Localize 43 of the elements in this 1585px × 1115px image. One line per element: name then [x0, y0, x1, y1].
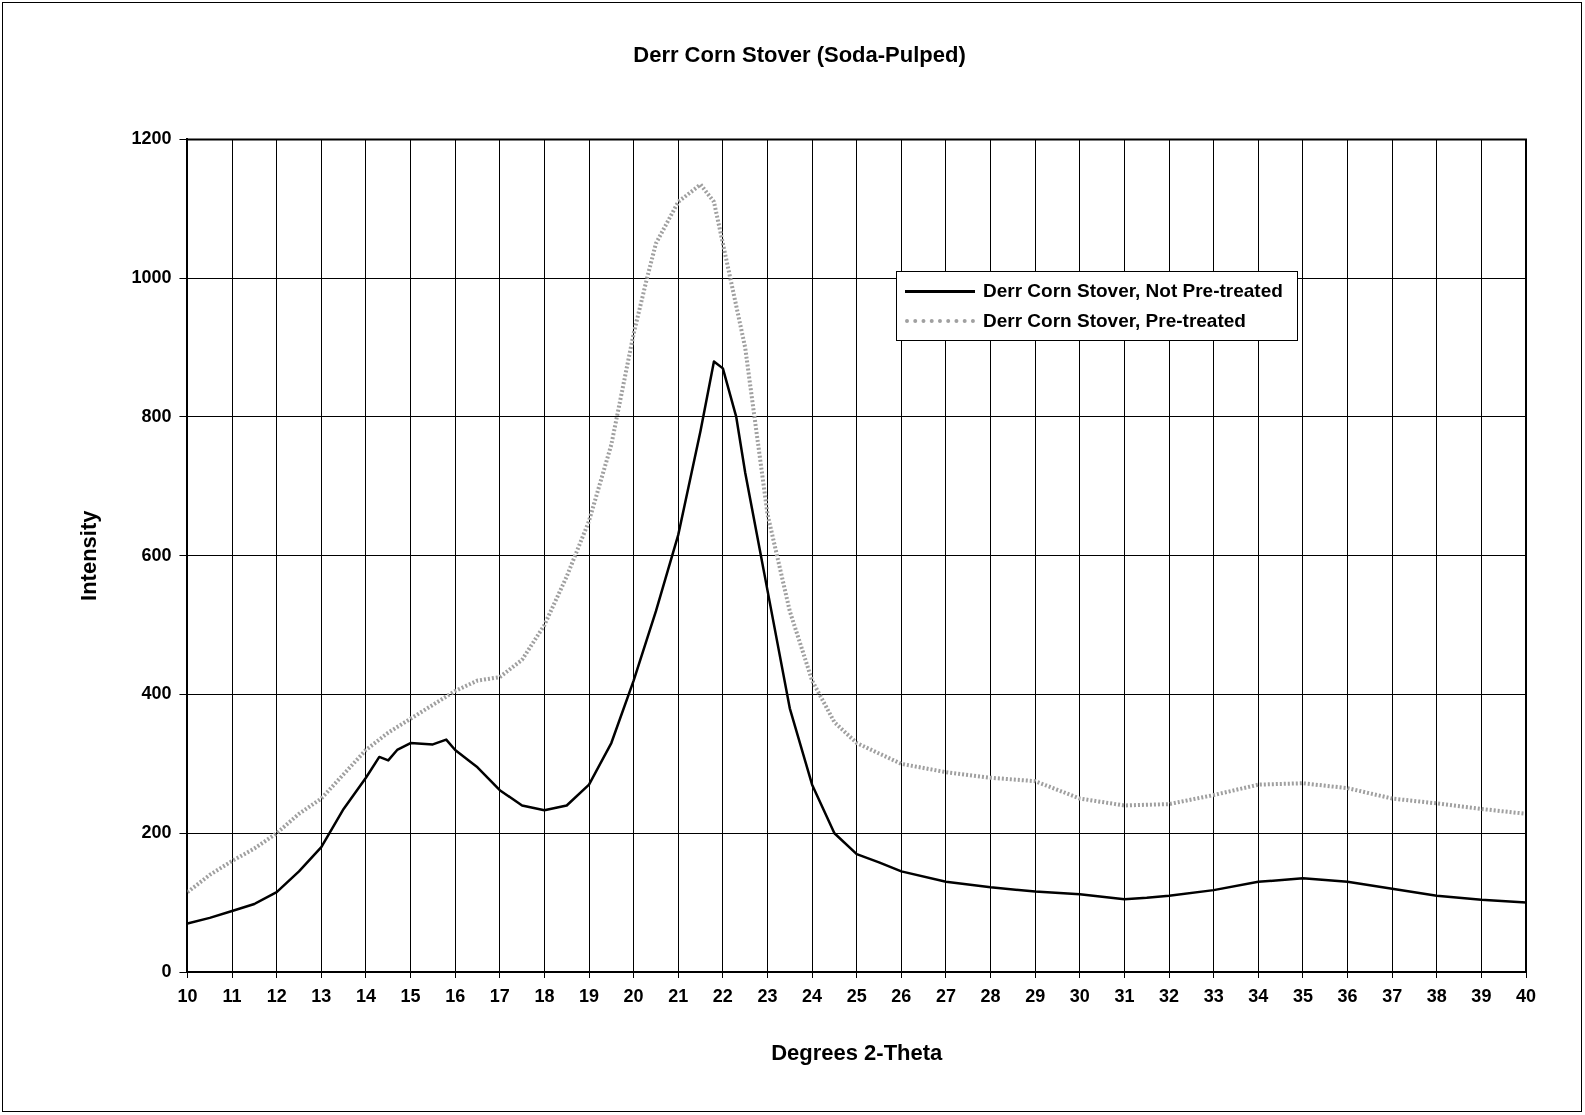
x-tick-label: 29: [1025, 985, 1046, 1006]
x-tick-label: 20: [623, 985, 644, 1006]
x-tick-label: 37: [1382, 985, 1403, 1006]
y-axis-title: Intensity: [76, 509, 102, 601]
x-tick-label: 23: [757, 985, 778, 1006]
x-tick-label: 30: [1069, 985, 1090, 1006]
x-tick-label: 13: [311, 985, 332, 1006]
x-tick-label: 28: [980, 985, 1001, 1006]
x-tick-label: 27: [935, 985, 956, 1006]
x-tick-label: 39: [1471, 985, 1492, 1006]
x-tick-label: 17: [489, 985, 510, 1006]
x-tick-label: 11: [222, 985, 242, 1006]
y-tick-label: 1000: [131, 267, 172, 288]
y-tick-label: 200: [141, 822, 172, 843]
x-tick-label: 35: [1292, 985, 1313, 1006]
x-axis-title: Degrees 2-Theta: [771, 1039, 944, 1065]
legend-label: Derr Corn Stover, Pre-treated: [983, 310, 1246, 332]
x-tick-label: 18: [534, 985, 555, 1006]
y-tick-label: 600: [141, 544, 172, 565]
x-tick-label: 22: [712, 985, 733, 1006]
x-tick-label: 40: [1515, 985, 1537, 1006]
x-tick-label: 12: [266, 985, 287, 1006]
y-tick-label: 0: [161, 960, 172, 981]
y-tick-label: 800: [141, 405, 172, 426]
x-tick-label: 10: [177, 985, 198, 1006]
x-tick-label: 31: [1114, 985, 1135, 1006]
x-tick-label: 25: [846, 985, 867, 1006]
y-tick-label: 400: [141, 683, 172, 704]
x-tick-label: 24: [802, 985, 823, 1006]
x-tick-label: 26: [891, 985, 912, 1006]
x-tick-label: 32: [1159, 985, 1180, 1006]
x-tick-label: 19: [578, 985, 600, 1006]
x-tick-label: 36: [1337, 985, 1358, 1006]
x-tick-label: 14: [355, 985, 376, 1006]
x-tick-label: 15: [400, 985, 421, 1006]
x-tick-label: 33: [1203, 985, 1224, 1006]
chart-title: Derr Corn Stover (Soda-Pulped): [633, 42, 966, 68]
legend-label: Derr Corn Stover, Not Pre-treated: [983, 280, 1283, 302]
x-tick-label: 16: [445, 985, 466, 1006]
y-tick-label: 1200: [131, 128, 172, 149]
x-tick-label: 38: [1426, 985, 1447, 1006]
x-tick-label: 21: [668, 985, 689, 1006]
x-tick-label: 34: [1248, 985, 1269, 1006]
